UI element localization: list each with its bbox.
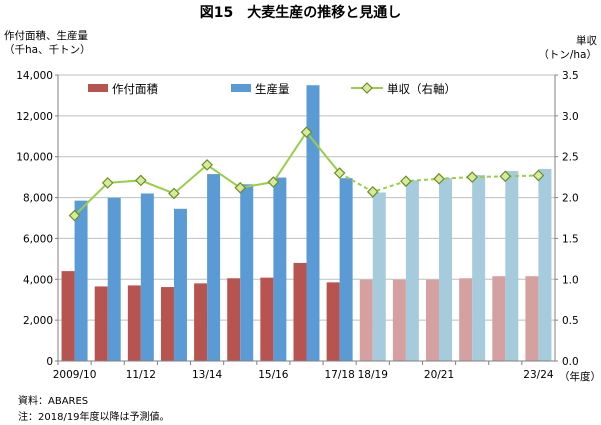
bar-production [405,180,419,361]
yield-line-layer [68,126,545,222]
yield-point [433,172,445,185]
x-unit-label: （年度） [559,370,601,383]
x-tick-label: 17/18 [325,369,355,381]
bar-area [194,283,208,361]
yield-point [201,159,213,171]
x-tick-label: 2009/10 [53,369,97,381]
bar-area [326,282,340,361]
x-tick-label: 18/19 [358,369,388,381]
legend-swatch-marker [361,82,373,94]
x-tick-label: 15/16 [258,369,289,381]
y-left-tick-label: 2,000 [23,315,53,327]
legend-swatch [231,84,251,92]
y-right-tick-label: 1.0 [562,274,579,286]
legend: 作付面積 生産量 単収（右軸） [88,82,456,96]
y-left-tick-label: 0 [46,356,53,368]
legend-item: 単収（右軸） [351,82,456,96]
bars-layer [61,85,552,361]
bar-area [459,278,473,361]
y-right-tick-label: 3.5 [562,70,579,82]
y-right-tick-label: 2.5 [562,152,579,164]
yield-point [101,177,114,189]
left-axis-title-line1: 作付面積、生産量 [4,30,88,42]
bar-production [74,200,88,361]
yield-point [366,186,379,198]
x-tick-label: 23/24 [523,369,554,381]
yield-point [400,175,412,188]
y-right-tick-label: 0.0 [562,356,579,368]
bar-production [505,171,519,361]
bar-production [372,192,386,361]
right-axis-title-line1: 単収 [576,35,597,47]
yield-point [134,174,147,187]
legend-label: 生産量 [255,82,290,96]
bar-production [273,177,287,361]
yield-point [234,181,247,194]
bar-area [94,286,108,361]
bar-production [140,193,154,361]
legend-item: 生産量 [231,82,290,96]
y-right-tick-label: 2.0 [562,193,579,205]
bar-area [492,276,506,361]
yield-point [68,209,81,222]
bar-production [107,197,121,361]
bar-production [173,208,187,361]
yield-point [499,170,512,183]
bar-area [392,279,406,361]
legend-item: 作付面積 [88,82,158,96]
x-tick-label: 13/14 [192,369,223,381]
yield-point [333,167,346,179]
x-tick-label: 20/21 [424,369,454,381]
bar-area [525,276,539,361]
y-left-tick-label: 6,000 [23,233,53,245]
chart-title: 図15 大麦生産の推移と見通し [199,5,402,21]
y-left-tick-label: 14,000 [16,70,53,82]
y-left-tick-label: 4,000 [23,274,53,286]
bar-production [472,175,486,361]
legend-label: 単収（右軸） [387,82,456,96]
y-left-tick-label: 12,000 [16,111,53,123]
bar-area [227,278,241,361]
x-tick-label: 11/12 [126,369,156,381]
y-right-tick-label: 0.5 [562,315,579,327]
yield-point [168,187,180,200]
bar-production [538,168,552,361]
bar-area [61,271,75,361]
y-right-tick-label: 1.5 [562,233,579,245]
bar-production [207,174,221,361]
right-axis-title: 単収 （トン/ha） [538,34,597,62]
legend-swatch [88,84,108,92]
y-left-tick-label: 8,000 [23,193,53,205]
yield-point [300,126,313,139]
bar-area [293,262,307,361]
source-note: 資料：ABARES [18,396,89,407]
bar-area [160,287,174,361]
right-axis-title-line2: （トン/ha） [538,49,597,61]
left-axis-title-line2: （千ha、千トン） [4,44,91,56]
bar-area [359,279,373,361]
bar-production [339,178,353,361]
forecast-note: 注：2018/19年度以降は予測値。 [18,412,170,423]
bar-area [127,285,141,361]
yield-point [532,169,545,182]
yield-point [267,176,280,188]
yield-point [466,171,479,183]
bar-area [426,279,440,361]
y-right-tick-label: 3.0 [562,111,579,123]
bar-production [439,178,453,361]
left-axis-title: 作付面積、生産量 （千ha、千トン） [4,29,91,57]
bar-production [306,85,320,361]
bar-production [240,184,254,361]
bar-area [260,277,274,361]
y-left-tick-label: 10,000 [16,152,53,164]
legend-label: 作付面積 [112,82,158,96]
axis-layer: 0 0.0 2,000 0.5 4,000 1.0 6,000 1.5 8,000 2.0 10,0… [16,70,601,383]
